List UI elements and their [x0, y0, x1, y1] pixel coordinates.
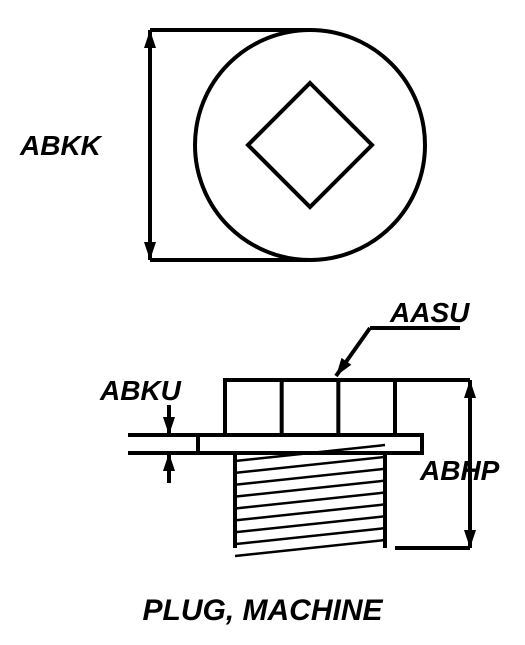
- square-recess: [248, 83, 372, 207]
- drawing-title: PLUG, MACHINE: [0, 594, 525, 628]
- svg-text:ABKU: ABKU: [99, 375, 182, 406]
- hex-head: [225, 380, 395, 435]
- flange: [198, 435, 422, 453]
- svg-text:AASU: AASU: [389, 297, 470, 328]
- svg-text:ABHP: ABHP: [419, 455, 500, 486]
- svg-text:ABKK: ABKK: [19, 130, 103, 161]
- top-view-circle: [195, 30, 425, 260]
- technical-drawing: ABKK AASU ABKU ABHP: [0, 0, 525, 645]
